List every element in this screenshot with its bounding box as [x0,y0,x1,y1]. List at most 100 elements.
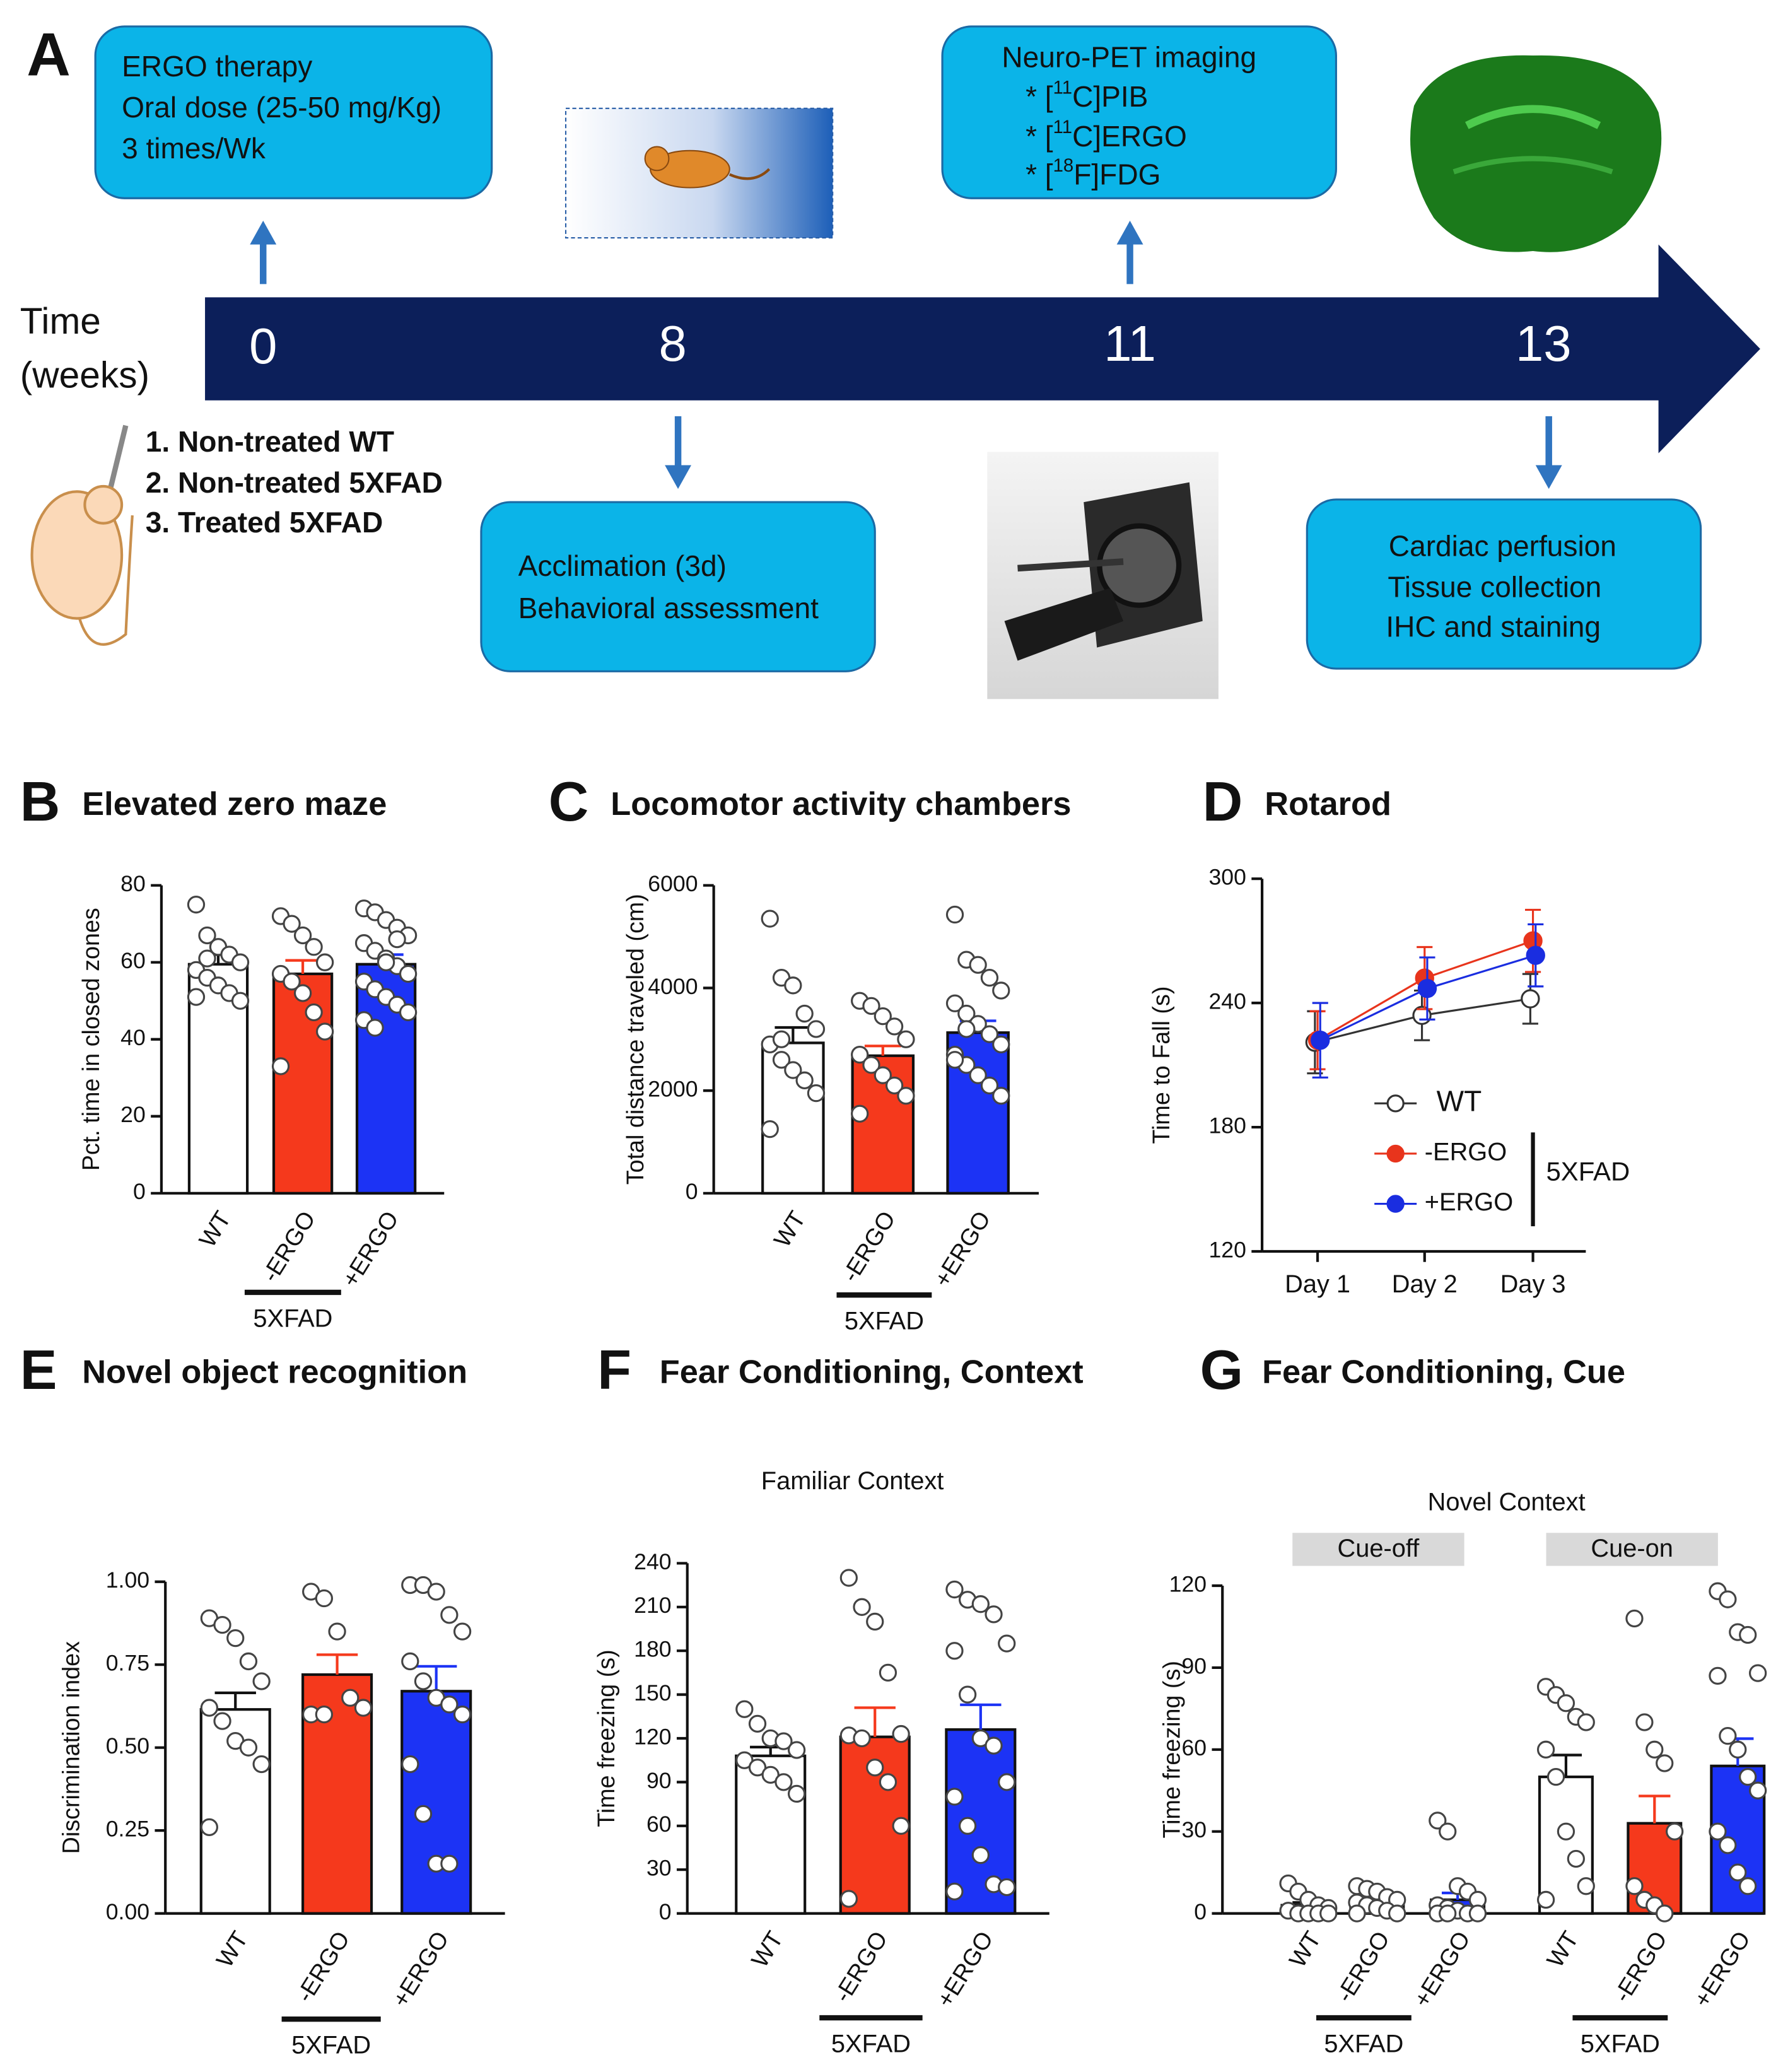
y-tick-label: 240 [634,1549,671,1574]
tracer-rest: F]FDG [1073,158,1160,191]
data-point [440,1854,459,1873]
y-tick-label: 240 [1209,989,1246,1014]
x-tick-label: +ERGO [928,1207,995,1292]
data-point [853,1598,871,1616]
y-tick-label: 20 [120,1102,146,1127]
data-point [231,953,250,971]
data-point [971,1595,990,1613]
data-point [1625,1609,1644,1628]
data-point [959,1817,977,1835]
data-point [1577,1877,1595,1895]
data-point [1557,1822,1575,1841]
tracer-rest: C]ERGO [1072,120,1187,153]
y-tick-label: 40 [120,1025,146,1050]
data-point [1635,1713,1654,1731]
tracer-sup: 11 [1053,117,1072,138]
data-point [271,1057,290,1075]
data-point [957,1020,976,1038]
data-point [440,1606,459,1624]
brain-image [1410,55,1662,252]
data-point [1719,1727,1737,1745]
error-bar [416,1665,457,1692]
box-text: Oral dose (25-50 mg/Kg) [122,91,441,124]
error-bar [316,1653,358,1675]
tracer-mark: * [ [1026,80,1053,113]
data-point [862,997,880,1015]
tracer-sup: 11 [1053,77,1072,98]
data-point [879,1663,897,1682]
data-point [1625,1877,1644,1895]
chart-title: Elevated zero maze [82,786,387,822]
bar [400,1690,472,1915]
chart-subtitle: Novel Context [1428,1489,1586,1516]
data-point [795,1071,814,1089]
box-text: ERGO therapy [122,50,312,83]
data-point [761,910,779,928]
x-tick-label: +ERGO [932,1926,998,2011]
mouse-syringe [30,424,134,646]
data-point [985,1736,1003,1755]
box-text: Neuro-PET imaging [1002,40,1256,73]
data-point [998,1878,1016,1897]
group-item: 1. Non-treated WT [146,425,394,458]
y-axis-label: Time freezing (s) [593,1649,619,1827]
group-header-box [1292,1533,1464,1566]
data-point [774,1732,793,1750]
data-point [969,1066,987,1084]
group-label: 5XFAD [1581,2030,1660,2058]
data-point [885,1017,904,1036]
pet-box [941,25,1337,199]
error-bar [774,1026,812,1043]
tracer-rest: C]PIB [1072,80,1148,113]
data-point [315,1589,334,1608]
series-point [1526,945,1545,965]
y-axis-label: Total distance traveled (cm) [622,894,648,1185]
box-text: IHC and staining [1386,610,1601,643]
data-point [293,926,312,945]
x-tick-label: -ERGO [837,1207,901,1287]
data-point [1666,1822,1684,1841]
data-point [399,1003,418,1022]
panel-letter: A [26,21,71,89]
data-point [401,1652,419,1671]
timeline-tick: 8 [659,315,687,372]
y-axis-label: Discrimination index [58,1641,85,1854]
data-point [795,1004,814,1023]
data-point [1536,1740,1555,1759]
data-point [866,1612,884,1631]
data-point [1719,1836,1737,1854]
data-point [839,1890,858,1908]
y-tick-label: 0.75 [106,1651,149,1676]
y-tick-label: 6000 [648,871,698,896]
data-point [874,1066,892,1084]
y-tick-label: 120 [634,1724,671,1749]
chart-subtitle: Familiar Context [761,1467,944,1495]
data-point [328,1622,346,1641]
data-point [200,1818,218,1837]
x-tick-label: WT [1541,1926,1584,1972]
data-point [807,1020,826,1038]
data-point [401,1755,419,1774]
x-tick-label: -ERGO [291,1926,354,2006]
data-point [851,1104,869,1123]
data-point [853,1729,871,1748]
tracer-mark: * [ [1026,158,1053,191]
data-point [1439,1822,1457,1841]
y-tick-label: 60 [1181,1735,1207,1760]
data-point [1719,1590,1737,1608]
data-point [213,1615,231,1634]
panel-a: A ERGO therapy Oral dose (25-50 mg/Kg) 3… [20,21,1760,699]
data-point [892,1817,910,1835]
x-tick-label: WT [194,1207,236,1252]
series-point [1417,978,1437,998]
group-label: 5XFAD [253,1304,332,1332]
data-point [453,1622,472,1641]
timeline-tick: 13 [1516,315,1572,372]
error-bar [285,959,320,975]
tissue-box [1306,498,1702,670]
data-point [980,1076,999,1095]
data-point [885,1076,904,1095]
data-point [200,1699,218,1717]
arrows [250,220,1562,489]
data-point [851,1046,869,1064]
